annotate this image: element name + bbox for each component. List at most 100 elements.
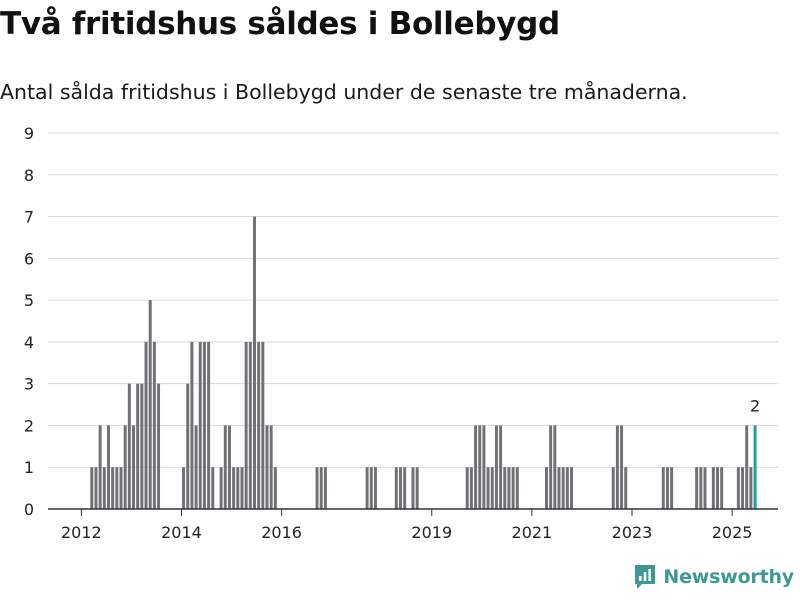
bar xyxy=(411,467,415,509)
y-tick-label: 8 xyxy=(24,166,34,185)
bar xyxy=(186,383,190,509)
bar xyxy=(369,467,373,509)
y-tick-label: 3 xyxy=(24,375,34,394)
bar xyxy=(478,425,482,509)
highlighted-bar xyxy=(753,425,757,509)
bar xyxy=(511,467,515,509)
bar xyxy=(202,341,206,509)
bar xyxy=(695,467,699,509)
y-tick-label: 1 xyxy=(24,458,34,477)
x-tick-label: 2012 xyxy=(61,523,102,542)
bar xyxy=(403,467,407,509)
x-tick-label: 2016 xyxy=(261,523,302,542)
bar xyxy=(469,467,473,509)
bar xyxy=(494,425,498,509)
bar xyxy=(111,467,115,509)
bar xyxy=(665,467,669,509)
bar xyxy=(549,425,553,509)
bar xyxy=(182,467,186,509)
bar xyxy=(507,467,511,509)
y-tick-label: 9 xyxy=(24,124,34,143)
bar xyxy=(115,467,119,509)
bar xyxy=(711,467,715,509)
bar xyxy=(373,467,377,509)
bar xyxy=(136,383,140,509)
bar xyxy=(323,467,327,509)
bar xyxy=(319,467,323,509)
bar xyxy=(94,467,98,509)
bar xyxy=(98,425,102,509)
bar xyxy=(741,467,745,509)
bar xyxy=(127,383,131,509)
bar xyxy=(190,341,194,509)
bar xyxy=(661,467,665,509)
bar xyxy=(394,467,398,509)
bar xyxy=(745,425,749,509)
bar xyxy=(716,467,719,509)
bar xyxy=(315,467,319,509)
bar xyxy=(565,467,569,509)
bar xyxy=(157,383,161,509)
bar xyxy=(198,341,202,509)
bar xyxy=(465,467,469,509)
bar xyxy=(248,341,252,509)
bar xyxy=(107,425,110,509)
bar xyxy=(615,425,619,509)
x-tick-label: 2025 xyxy=(712,523,753,542)
bar xyxy=(211,467,215,509)
bar xyxy=(545,467,548,509)
bar xyxy=(232,467,236,509)
bar xyxy=(570,467,573,509)
bar xyxy=(486,467,490,509)
bar xyxy=(515,467,519,509)
bar xyxy=(720,467,724,509)
bar xyxy=(227,425,231,509)
x-tick-label: 2023 xyxy=(612,523,653,542)
bar xyxy=(415,467,419,509)
bar xyxy=(557,467,561,509)
bar xyxy=(611,467,615,509)
bar xyxy=(207,341,211,509)
bar xyxy=(553,425,557,509)
bar xyxy=(703,467,707,509)
y-tick-label: 0 xyxy=(24,500,34,519)
bar xyxy=(365,467,369,509)
bar xyxy=(140,383,144,509)
bar xyxy=(132,425,135,509)
y-tick-label: 4 xyxy=(24,333,34,352)
bar xyxy=(265,425,269,509)
bar xyxy=(490,467,494,509)
bar xyxy=(253,216,256,510)
bar xyxy=(624,467,628,509)
bar xyxy=(474,425,478,509)
bar xyxy=(499,425,503,509)
brand-name: Newsworthy xyxy=(663,566,794,588)
bar xyxy=(699,467,703,509)
brand-logo: Newsworthy xyxy=(633,562,794,592)
y-tick-label: 2 xyxy=(24,416,34,435)
bar xyxy=(244,341,248,509)
bar xyxy=(749,467,753,509)
bar xyxy=(90,467,94,509)
bar xyxy=(223,425,227,509)
y-tick-label: 5 xyxy=(24,291,34,310)
chart-title: Två fritidshus såldes i Bollebygd xyxy=(0,6,560,42)
x-tick-label: 2014 xyxy=(161,523,202,542)
chart-subtitle: Antal sålda fritidshus i Bollebygd under… xyxy=(0,80,688,104)
x-tick-label: 2021 xyxy=(512,523,553,542)
bar xyxy=(219,467,223,509)
bar xyxy=(119,467,123,509)
bar xyxy=(123,425,127,509)
bar xyxy=(482,425,486,509)
bar xyxy=(144,341,148,509)
bar xyxy=(736,467,740,509)
bar xyxy=(240,467,244,509)
bar xyxy=(152,341,156,509)
bar xyxy=(257,341,261,509)
x-tick-label: 2019 xyxy=(411,523,452,542)
bar xyxy=(399,467,402,509)
newsworthy-logo-icon xyxy=(635,565,656,589)
bar xyxy=(261,341,265,509)
bar xyxy=(670,467,674,509)
